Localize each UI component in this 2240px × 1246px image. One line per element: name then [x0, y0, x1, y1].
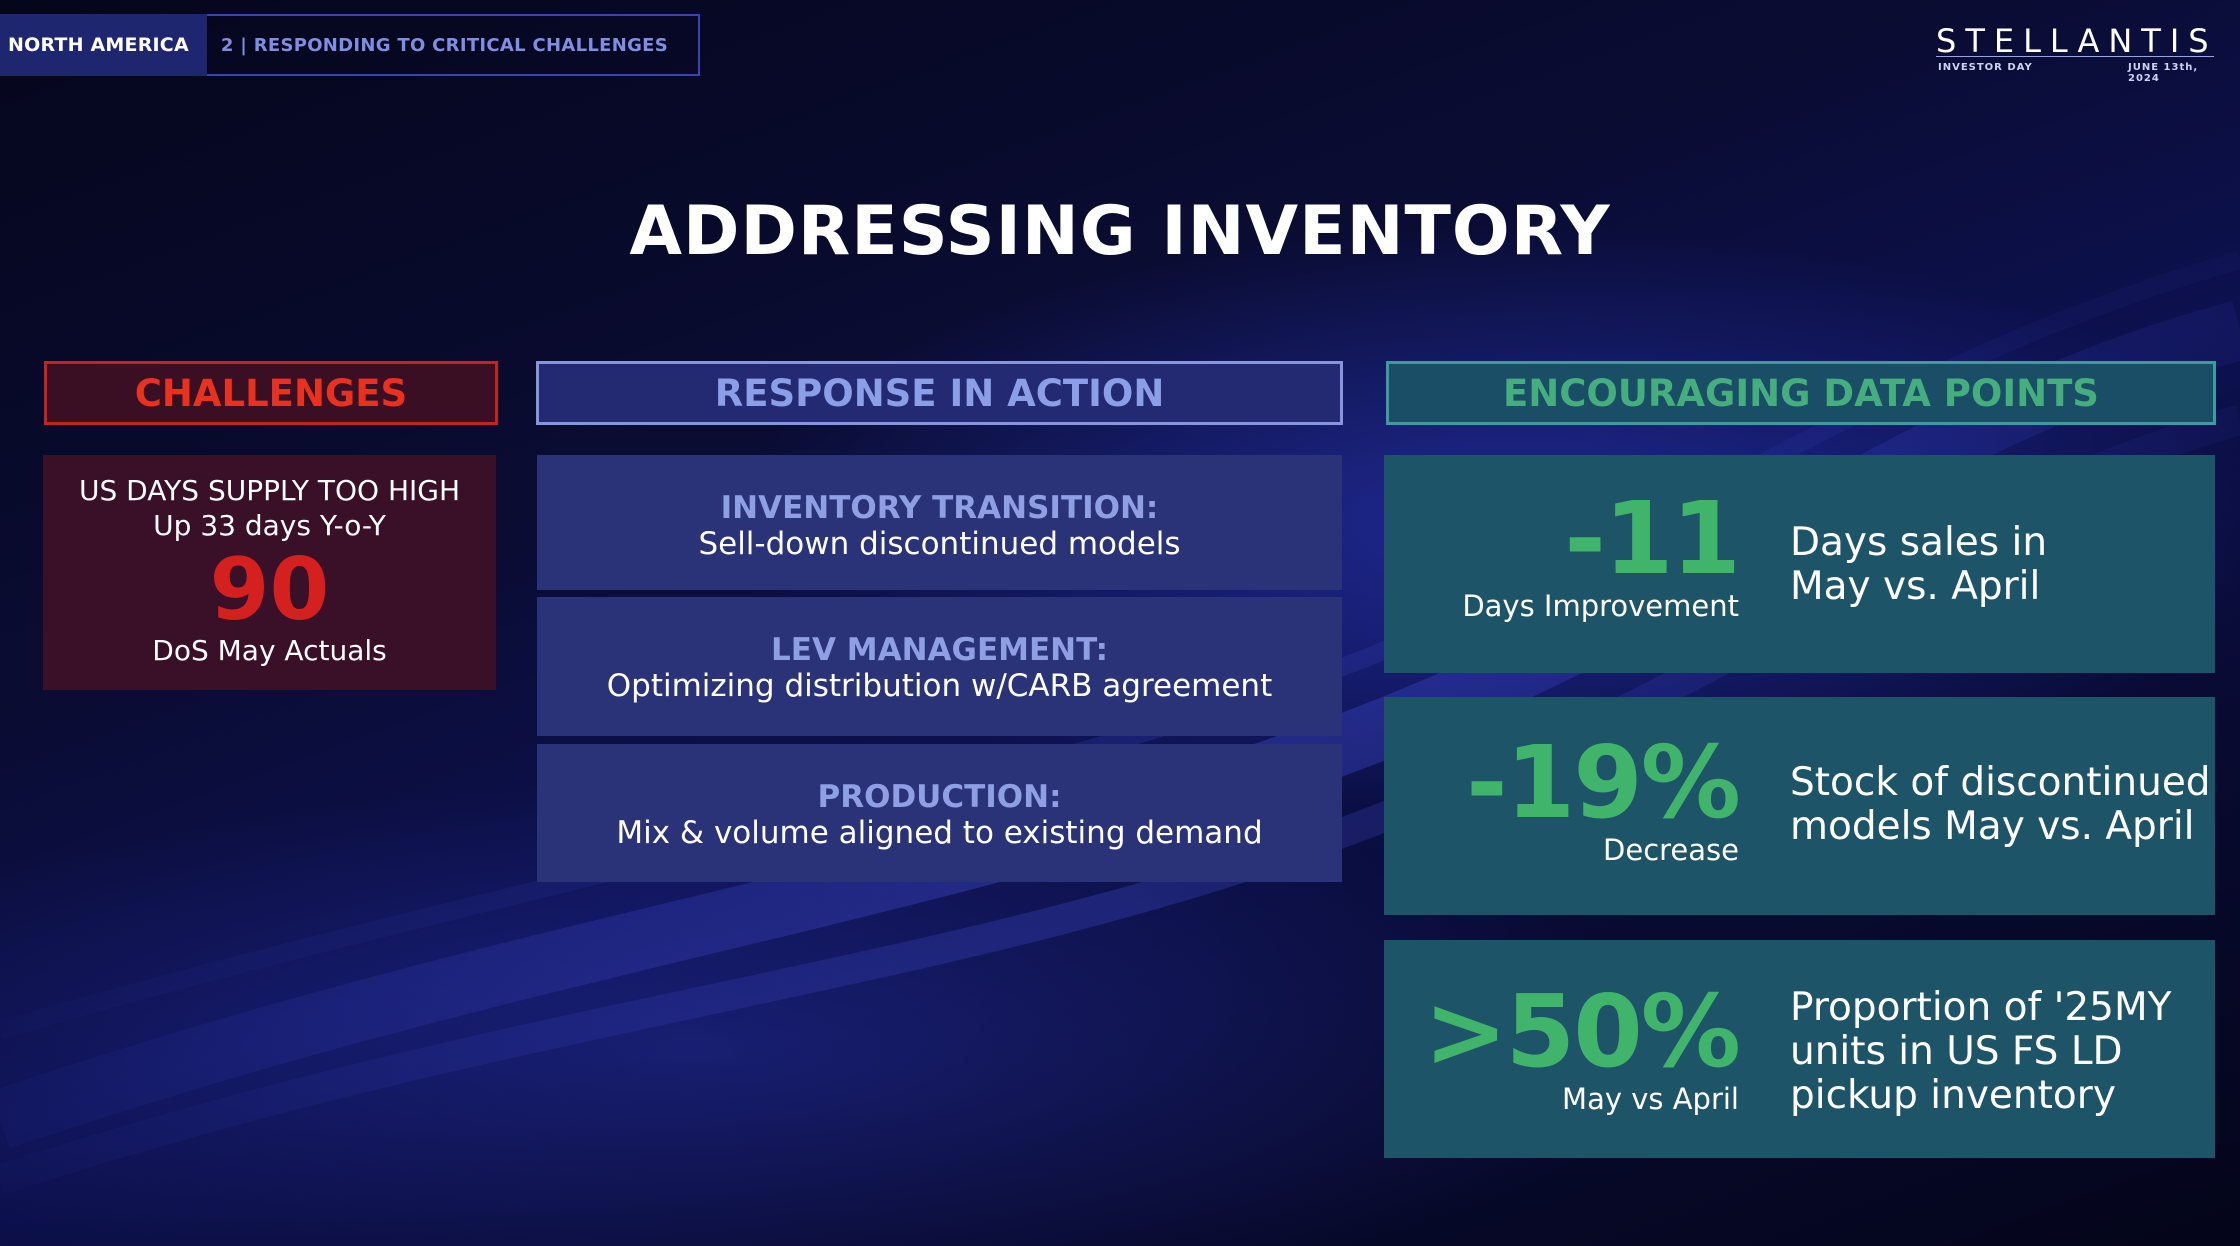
slide-title: ADDRESSING INVENTORY [629, 192, 1611, 271]
response-body: Sell-down discontinued models [698, 526, 1181, 562]
description-line: models May vs. April [1790, 804, 2195, 849]
description-line: units in US FS LD [1790, 1029, 2123, 1074]
challenge-subline: Up 33 days Y-o-Y [153, 509, 386, 542]
description-line: Stock of discontinued [1790, 760, 2211, 805]
response-heading: PRODUCTION: [817, 779, 1062, 815]
response-body: Optimizing distribution w/CARB agreement [606, 668, 1273, 704]
data-point-value: -11 [1564, 480, 1741, 597]
description-line: Proportion of '25MY [1790, 985, 2172, 1030]
data-point-sublabel: Days Improvement [1462, 589, 1739, 623]
data-point-description: Proportion of '25MY units in US FS LD pi… [1790, 986, 2171, 1118]
response-card: LEV MANAGEMENT: Optimizing distribution … [537, 597, 1342, 736]
logo-event: INVESTOR DAY [1938, 62, 2033, 73]
logo-date: JUNE 13th, 2024 [2128, 62, 2199, 84]
data-point-metric: -19% Decrease [1466, 724, 1741, 868]
description-line: May vs. April [1790, 564, 2041, 609]
challenge-value: 90 [209, 540, 330, 640]
challenge-card: US DAYS SUPPLY TOO HIGH Up 33 days Y-o-Y… [43, 455, 496, 690]
response-card: INVENTORY TRANSITION: Sell-down disconti… [537, 455, 1342, 590]
data-point-card: >50% May vs April Proportion of '25MY un… [1384, 940, 2215, 1158]
response-header: RESPONSE IN ACTION [536, 361, 1343, 425]
data-point-description: Stock of discontinued models May vs. Apr… [1790, 761, 2211, 849]
breadcrumb-chapter: 2 | RESPONDING TO CRITICAL CHALLENGES [206, 14, 701, 76]
challenges-header: CHALLENGES [44, 361, 498, 425]
response-heading: LEV MANAGEMENT: [771, 632, 1108, 668]
data-point-value: >50% [1423, 973, 1741, 1090]
response-body: Mix & volume aligned to existing demand [616, 815, 1263, 851]
breadcrumb-section: NORTH AMERICA [0, 14, 207, 76]
data-point-description: Days sales in May vs. April [1790, 521, 2047, 609]
challenge-caption: DoS May Actuals [152, 634, 387, 667]
data-point-sublabel: May vs April [1562, 1082, 1739, 1116]
data-points-header: ENCOURAGING DATA POINTS [1386, 361, 2216, 425]
data-point-sublabel: Decrease [1603, 833, 1739, 867]
response-card: PRODUCTION: Mix & volume aligned to exis… [537, 744, 1342, 882]
challenge-headline: US DAYS SUPPLY TOO HIGH [78, 474, 461, 507]
description-line: pickup inventory [1790, 1073, 2116, 1118]
breadcrumb: NORTH AMERICA 2 | RESPONDING TO CRITICAL… [0, 14, 701, 76]
logo-divider [1936, 56, 2214, 57]
data-point-metric: >50% May vs April [1423, 973, 1741, 1117]
data-point-card: -19% Decrease Stock of discontinued mode… [1384, 697, 2215, 915]
data-point-value: -19% [1466, 724, 1741, 841]
data-point-card: -11 Days Improvement Days sales in May v… [1384, 455, 2215, 673]
data-point-metric: -11 Days Improvement [1462, 480, 1741, 624]
response-heading: INVENTORY TRANSITION: [720, 490, 1159, 526]
description-line: Days sales in [1790, 520, 2048, 565]
stellantis-logo: STELLANTIS INVESTOR DAY JUNE 13th, 2024 [1936, 18, 2218, 84]
logo-wordmark: STELLANTIS [1936, 22, 2218, 60]
